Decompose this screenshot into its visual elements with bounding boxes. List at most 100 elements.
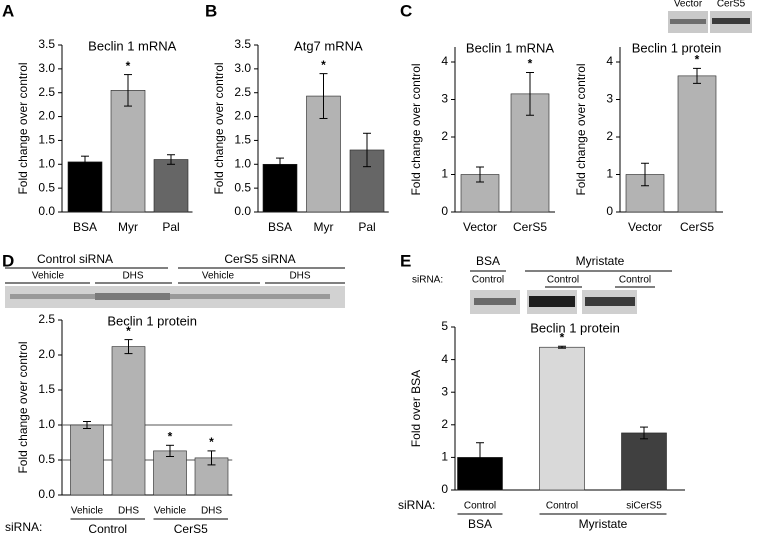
- x-tick-label: Myr: [314, 220, 334, 234]
- bar: [67, 161, 103, 213]
- error-bar: [641, 162, 649, 187]
- y-tick-label: 1.5: [38, 133, 55, 147]
- group-label: Control: [88, 522, 127, 535]
- chart-title: Beclin 1 protein: [107, 313, 197, 328]
- group-label: BSA: [468, 517, 492, 531]
- error-bar: [363, 132, 371, 168]
- x-tick-label: Myr: [118, 220, 138, 234]
- y-tick-label: 2.5: [234, 85, 251, 99]
- chart-title: Beclin 1 protein: [632, 40, 722, 55]
- y-tick-label: 4: [606, 54, 613, 68]
- blot-lane-label: Vehicle: [32, 271, 65, 282]
- y-tick-label: 4: [441, 54, 448, 68]
- y-tick-label: 2.5: [38, 312, 55, 326]
- blot-lane-label: DHS: [122, 271, 143, 282]
- bar: [70, 424, 104, 496]
- chart-title: Atg7 mRNA: [294, 38, 363, 53]
- x-tick-label: BSA: [268, 220, 292, 234]
- y-axis-label: Fold change over control: [16, 62, 30, 194]
- y-tick-label: 0.5: [234, 180, 251, 194]
- y-tick-label: 3.5: [38, 37, 55, 51]
- blot-lane-label: DHS: [289, 271, 310, 282]
- significance-mark: *: [126, 324, 131, 338]
- x-tick-label: Vehicle: [71, 506, 104, 517]
- x-prefix: siRNA:: [398, 498, 435, 512]
- x-tick-label: siCerS5: [626, 501, 662, 512]
- error-bar: [124, 74, 132, 107]
- y-axis-label: Fold change over control: [409, 63, 423, 195]
- blot-d: Control siRNA CerS5 siRNA Vehicle DHS Ve…: [5, 252, 345, 308]
- panel-label: B: [205, 1, 217, 20]
- blot-row-label: siRNA:: [412, 275, 443, 286]
- x-tick-label: CerS5: [680, 220, 714, 234]
- panel-label: E: [400, 251, 411, 270]
- y-tick-label: 0.0: [38, 487, 55, 501]
- blot-group-label: Myristate: [576, 254, 625, 268]
- y-tick-label: 1.5: [38, 382, 55, 396]
- x-prefix: siRNA:: [5, 520, 42, 534]
- y-tick-label: 0: [606, 204, 613, 218]
- y-tick-label: 2: [441, 417, 448, 431]
- y-tick-label: 1: [441, 167, 448, 181]
- y-tick-label: 2.0: [38, 347, 55, 361]
- error-bar: [640, 426, 648, 440]
- y-tick-label: 1.5: [234, 133, 251, 147]
- blot-lane-label: CerS5: [717, 0, 746, 10]
- y-tick-label: 2.5: [38, 85, 55, 99]
- y-tick-label: 1.0: [38, 417, 55, 431]
- chart-title: Beclin 1 mRNA: [88, 38, 176, 53]
- y-tick-label: 1.0: [38, 156, 55, 170]
- blot-lane-label: Vehicle: [202, 271, 235, 282]
- blot-lane-label: Control: [619, 275, 651, 286]
- significance-mark: *: [321, 58, 326, 72]
- y-tick-label: 3.0: [38, 61, 55, 75]
- x-tick-label: Vehicle: [154, 506, 187, 517]
- y-tick-label: 0.5: [38, 452, 55, 466]
- blot-group-label: Control siRNA: [37, 252, 113, 266]
- y-tick-label: 0.5: [38, 180, 55, 194]
- y-tick-label: 0: [441, 204, 448, 218]
- panel-label: A: [2, 1, 14, 20]
- error-bar: [319, 73, 328, 119]
- error-bar: [207, 450, 216, 466]
- y-tick-label: 0: [441, 482, 448, 496]
- bar: [677, 75, 717, 213]
- error-bar: [476, 166, 484, 183]
- y-axis-label: Fold change over control: [574, 63, 588, 195]
- blot-e: BSA Myristate siRNA: Control Control Con…: [412, 254, 672, 314]
- y-tick-label: 5: [441, 319, 448, 333]
- x-tick-label: Pal: [162, 220, 179, 234]
- bar: [262, 163, 298, 213]
- x-tick-label: Vector: [628, 220, 662, 234]
- group-label: Myristate: [579, 517, 628, 531]
- significance-mark: *: [168, 429, 173, 443]
- x-tick-label: Control: [464, 501, 496, 512]
- blot-lane-label: Vector: [674, 0, 703, 10]
- y-tick-label: 2.0: [38, 109, 55, 123]
- y-tick-label: 3.5: [234, 37, 251, 51]
- significance-mark: *: [560, 330, 565, 344]
- significance-mark: *: [695, 53, 700, 67]
- y-tick-label: 3: [441, 384, 448, 398]
- x-tick-label: DHS: [201, 506, 222, 517]
- error-bar: [276, 157, 284, 171]
- error-bar: [166, 444, 174, 457]
- chart-title: Beclin 1 mRNA: [466, 40, 554, 55]
- y-tick-label: 1.0: [234, 156, 251, 170]
- y-tick-label: 1: [606, 167, 613, 181]
- y-tick-label: 2: [441, 129, 448, 143]
- bar: [539, 346, 585, 491]
- blot-group-label: CerS5 siRNA: [224, 252, 295, 266]
- error-bar: [167, 154, 175, 165]
- blot-group-label: BSA: [476, 254, 500, 268]
- bar: [111, 346, 146, 496]
- y-axis-label: Fold change over control: [212, 62, 226, 194]
- y-tick-label: 2: [606, 129, 613, 143]
- panel-label: D: [2, 251, 14, 270]
- blot-lane-label: Control: [547, 275, 579, 286]
- y-tick-label: 0.0: [38, 204, 55, 218]
- x-tick-label: Pal: [358, 220, 375, 234]
- bar: [110, 90, 146, 213]
- bar: [153, 450, 187, 496]
